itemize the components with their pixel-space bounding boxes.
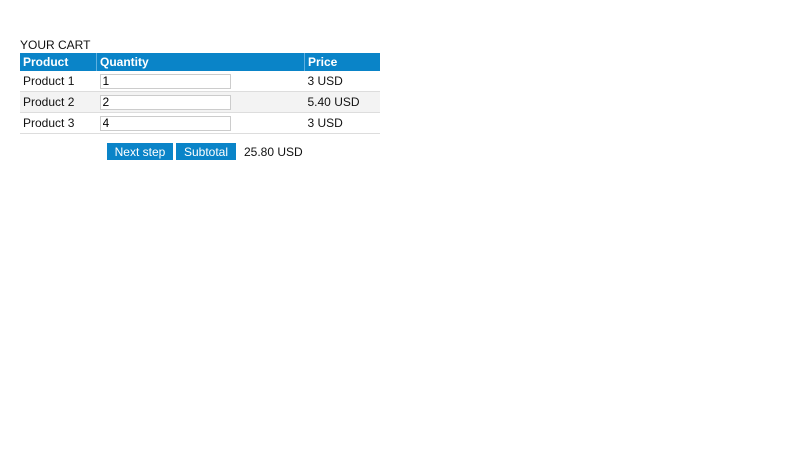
quantity-cell [96, 112, 305, 134]
table-row: Product 3 3 USD [20, 112, 380, 134]
subtotal-value: 25.80 USD [244, 145, 303, 159]
cart-title: YOUR CART [20, 38, 91, 52]
quantity-cell [96, 71, 305, 92]
table-row: Product 2 5.40 USD [20, 91, 380, 113]
table-row: Product 1 3 USD [20, 71, 380, 92]
quantity-input[interactable] [99, 115, 231, 131]
column-header-product: Product [20, 53, 97, 71]
product-price: 3 USD [304, 71, 380, 92]
product-price: 3 USD [304, 112, 380, 134]
quantity-cell [96, 91, 305, 113]
table-header: Product Quantity Price [20, 53, 380, 71]
product-name: Product 2 [20, 91, 97, 113]
cart-table: Product Quantity Price Product 1 3 USD P… [20, 53, 380, 134]
quantity-input[interactable] [99, 94, 231, 110]
product-name: Product 1 [20, 71, 97, 92]
product-name: Product 3 [20, 112, 97, 134]
next-step-button[interactable]: Next step [107, 143, 173, 160]
product-price: 5.40 USD [304, 91, 380, 113]
subtotal-button[interactable]: Subtotal [176, 143, 236, 160]
quantity-input[interactable] [99, 73, 231, 89]
column-header-price: Price [304, 53, 380, 71]
column-header-quantity: Quantity [96, 53, 305, 71]
